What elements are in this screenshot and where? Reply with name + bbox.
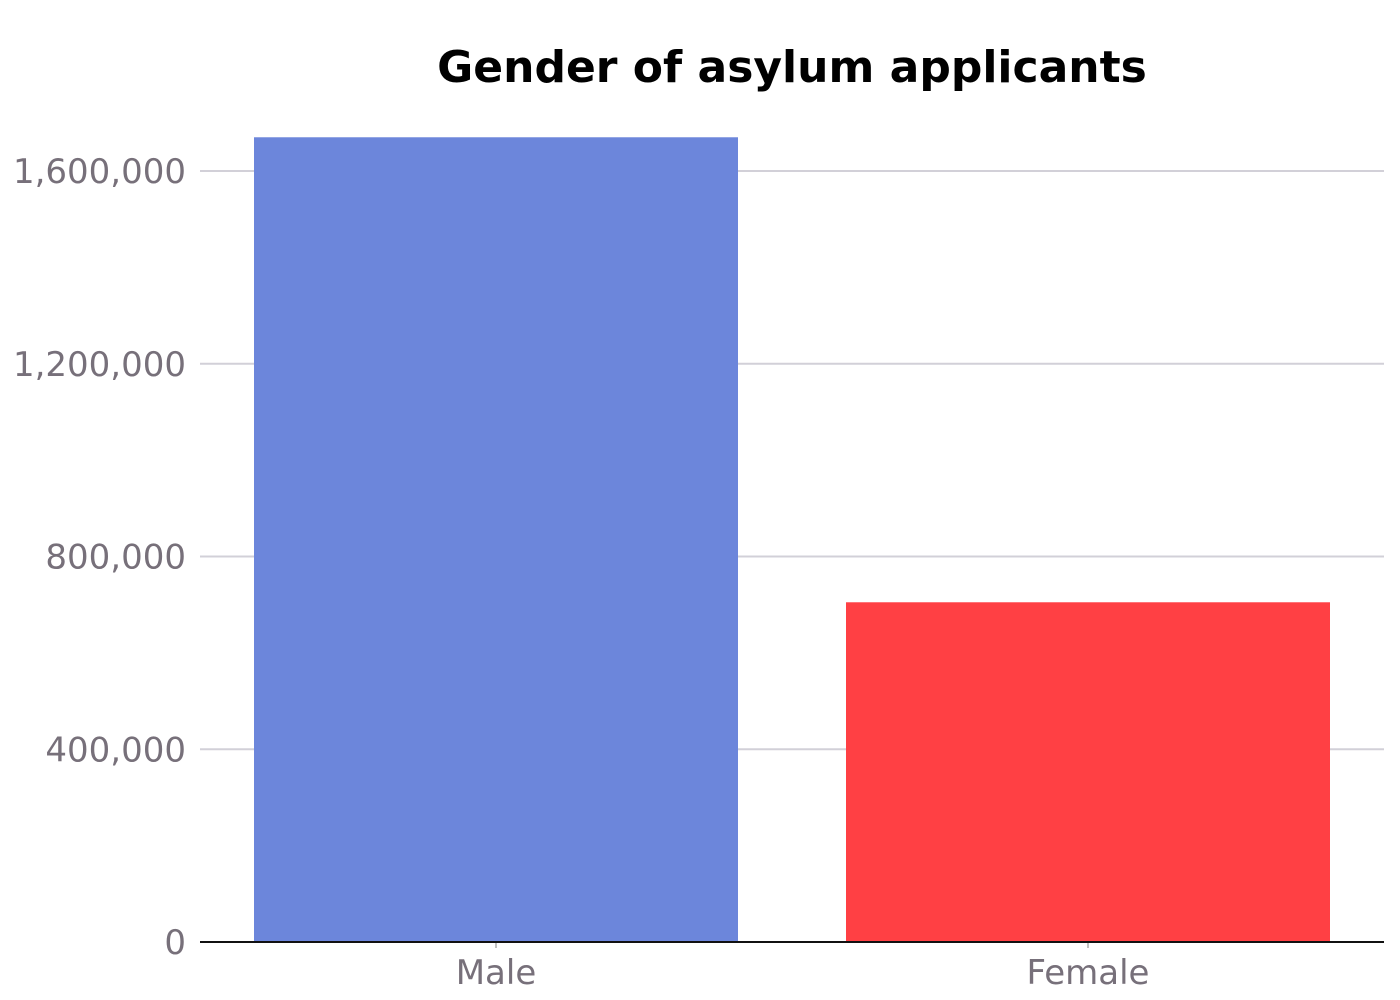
y-tick-label: 1,200,000 — [13, 345, 186, 385]
y-axis-ticks: 0 400,000 800,000 1,200,000 1,600,000 — [13, 152, 186, 963]
y-tick-label: 800,000 — [45, 538, 186, 578]
bars — [254, 137, 1330, 943]
chart-title: Gender of asylum applicants — [437, 42, 1147, 93]
x-axis-ticks: Male Female — [456, 942, 1150, 993]
bar-male — [254, 137, 738, 943]
y-tick-label: 0 — [164, 923, 186, 963]
bar-female — [846, 602, 1330, 942]
y-tick-label: 1,600,000 — [13, 152, 186, 192]
x-tick-label: Female — [1027, 953, 1150, 993]
y-tick-label: 400,000 — [45, 730, 186, 770]
x-tick-label: Male — [456, 953, 537, 993]
